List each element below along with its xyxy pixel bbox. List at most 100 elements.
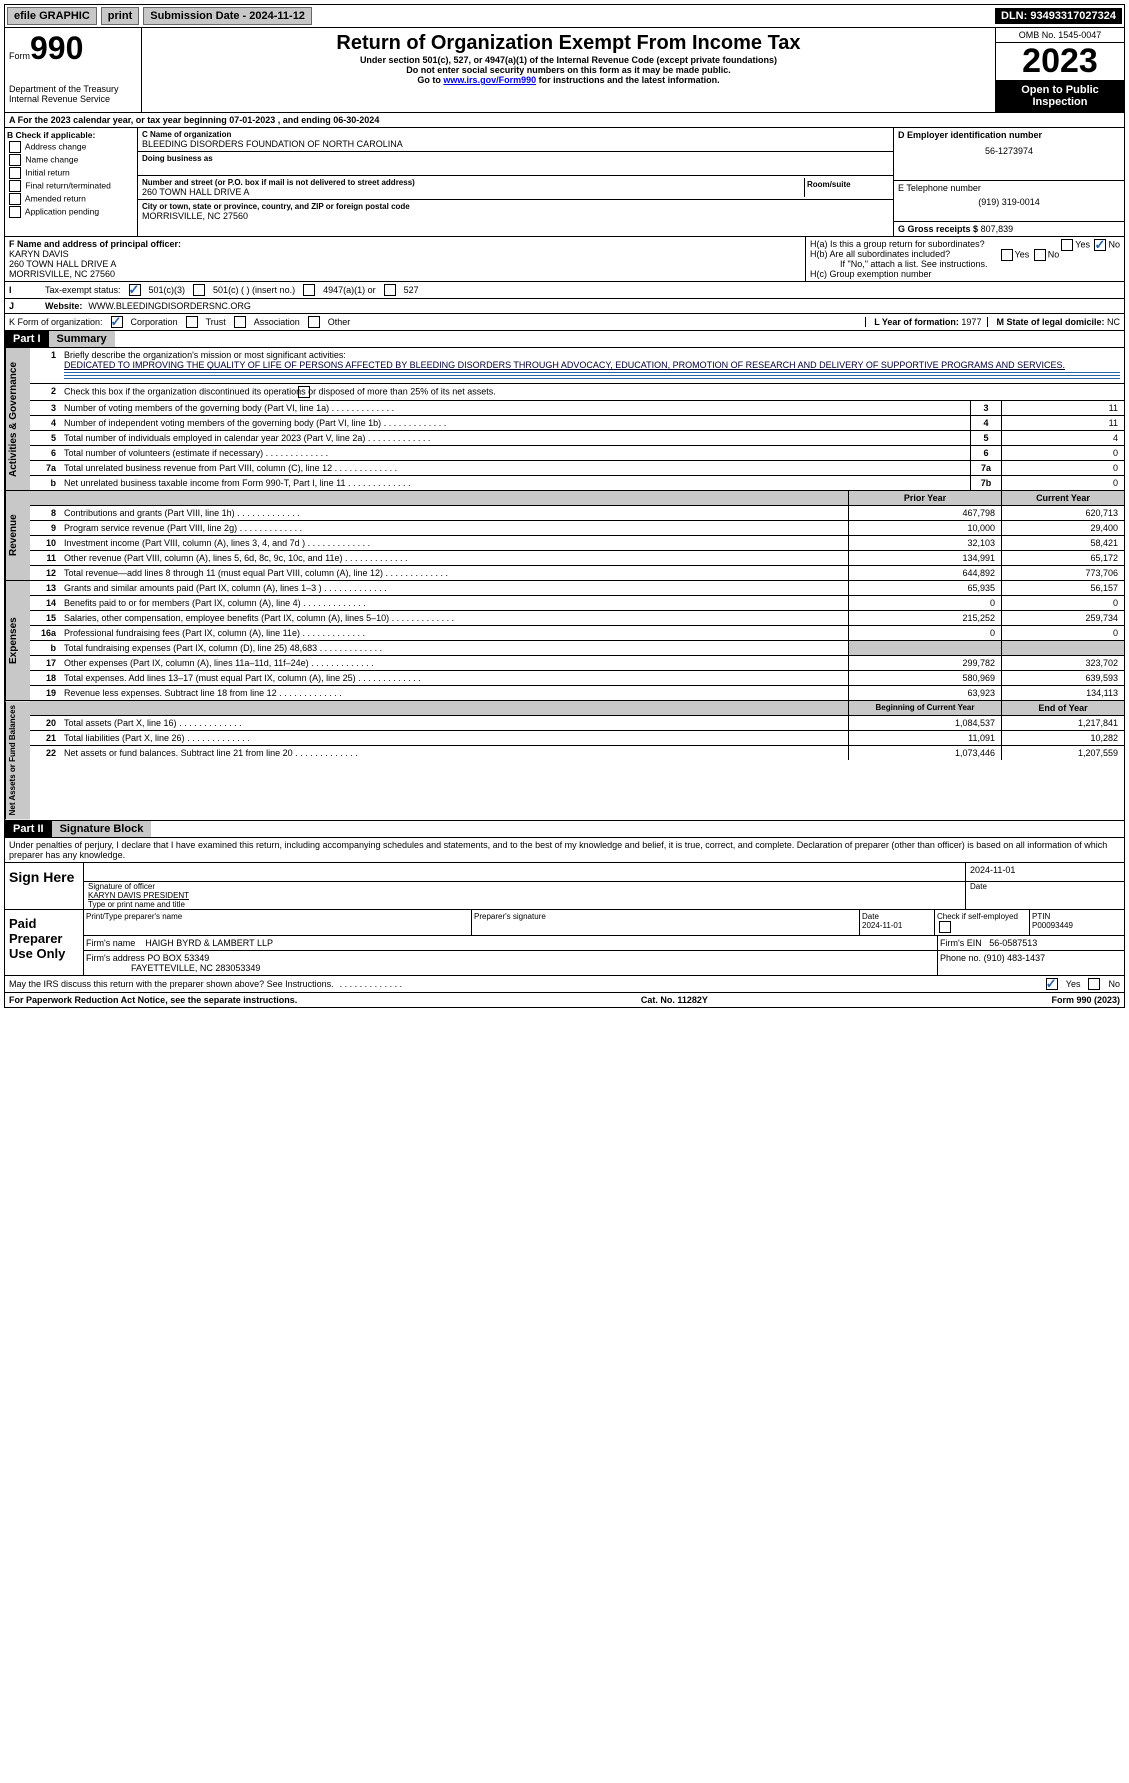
chk-self-employed[interactable] xyxy=(939,921,951,933)
prep-date-val: 2024-11-01 xyxy=(862,921,902,930)
firm-ein-label: Firm's EIN xyxy=(940,938,982,948)
line-17-current: 323,702 xyxy=(1001,656,1124,670)
chk-name-change[interactable]: Name change xyxy=(7,154,135,166)
chk-trust[interactable] xyxy=(186,316,198,328)
footer-mid: Cat. No. 11282Y xyxy=(641,995,708,1005)
chk-assoc[interactable] xyxy=(234,316,246,328)
line-3-value: 11 xyxy=(1001,401,1124,415)
discuss-no[interactable] xyxy=(1088,978,1100,990)
form-header: Form990 Department of the Treasury Inter… xyxy=(4,28,1125,113)
irs-label: Internal Revenue Service xyxy=(9,94,137,104)
sig-date-label: Date xyxy=(965,882,1124,909)
line-13-text: Grants and similar amounts paid (Part IX… xyxy=(60,581,848,595)
firm-name-label: Firm's name xyxy=(86,938,135,948)
chk-final-return[interactable]: Final return/terminated xyxy=(7,180,135,192)
chk-501c[interactable] xyxy=(193,284,205,296)
firm-addr-label: Firm's address xyxy=(86,953,145,963)
firm-ein-val: 56-0587513 xyxy=(989,938,1037,948)
city-label: City or town, state or province, country… xyxy=(142,202,889,211)
officer-name: KARYN DAVIS xyxy=(9,249,69,259)
line-16a-prior: 0 xyxy=(848,626,1001,640)
chk-address-change[interactable]: Address change xyxy=(7,141,135,153)
line-21-prior: 11,091 xyxy=(848,731,1001,745)
officer-name-label: Type or print name and title xyxy=(88,900,185,909)
open-inspection: Open to Public Inspection xyxy=(996,80,1124,112)
efile-graphic-button[interactable]: efile GRAPHIC xyxy=(7,7,97,25)
chk-initial-return[interactable]: Initial return xyxy=(7,167,135,179)
beg-year-hdr: Beginning of Current Year xyxy=(848,701,1001,715)
hb-no[interactable]: No xyxy=(1048,250,1060,260)
hb-note: If "No," attach a list. See instructions… xyxy=(810,259,1120,269)
prep-self-hdr: Check if self-employed xyxy=(937,912,1018,921)
line-7a-text: Total unrelated business revenue from Pa… xyxy=(60,461,970,475)
line-b-current xyxy=(1001,641,1124,655)
side-netassets: Net Assets or Fund Balances xyxy=(5,701,30,819)
line-16a-text: Professional fundraising fees (Part IX, … xyxy=(60,626,848,640)
topbar: efile GRAPHIC print Submission Date - 20… xyxy=(4,4,1125,28)
line-13-current: 56,157 xyxy=(1001,581,1124,595)
chk-4947[interactable] xyxy=(303,284,315,296)
side-revenue: Revenue xyxy=(5,491,30,580)
line-10-prior: 32,103 xyxy=(848,536,1001,550)
c-name-label: C Name of organization xyxy=(142,130,889,139)
row-a-taxyear: A For the 2023 calendar year, or tax yea… xyxy=(4,113,1125,128)
irs-link[interactable]: www.irs.gov/Form990 xyxy=(443,75,536,85)
line-15-prior: 215,252 xyxy=(848,611,1001,625)
line-8-text: Contributions and grants (Part VIII, lin… xyxy=(60,506,848,520)
line-22-text: Net assets or fund balances. Subtract li… xyxy=(60,746,848,760)
line-17-prior: 299,782 xyxy=(848,656,1001,670)
prep-sig-hdr: Preparer's signature xyxy=(472,910,860,935)
goto-pre: Go to xyxy=(417,75,443,85)
ein-value: 56-1273974 xyxy=(898,146,1120,156)
perjury-text: Under penalties of perjury, I declare th… xyxy=(5,838,1124,863)
form-subtitle-2: Do not enter social security numbers on … xyxy=(150,65,987,75)
form-title: Return of Organization Exempt From Incom… xyxy=(150,32,987,55)
line-19-text: Revenue less expenses. Subtract line 18 … xyxy=(60,686,848,700)
part2-title: Signature Block xyxy=(52,821,152,837)
mission-text: DEDICATED TO IMPROVING THE QUALITY OF LI… xyxy=(64,360,1065,370)
page-footer: For Paperwork Reduction Act Notice, see … xyxy=(4,993,1125,1008)
line-18-text: Total expenses. Add lines 13–17 (must eq… xyxy=(60,671,848,685)
chk-corp[interactable] xyxy=(111,316,123,328)
chk-527[interactable] xyxy=(384,284,396,296)
d-ein-label: D Employer identification number xyxy=(898,130,1042,140)
line-18-prior: 580,969 xyxy=(848,671,1001,685)
ha-yes[interactable]: Yes xyxy=(1075,240,1090,250)
prep-name-hdr: Print/Type preparer's name xyxy=(84,910,472,935)
line-10-current: 58,421 xyxy=(1001,536,1124,550)
i-label: Tax-exempt status: xyxy=(45,285,121,295)
line-9-prior: 10,000 xyxy=(848,521,1001,535)
ha-no[interactable]: No xyxy=(1108,240,1120,250)
line-8-prior: 467,798 xyxy=(848,506,1001,520)
firm-name-val: HAIGH BYRD & LAMBERT LLP xyxy=(145,938,273,948)
part2-header: Part II xyxy=(5,821,52,837)
hb-yes[interactable]: Yes xyxy=(1015,250,1030,260)
prep-ptin-hdr: PTIN xyxy=(1032,912,1050,921)
submission-date-label: Submission Date - 2024-11-12 xyxy=(143,7,312,25)
k-label: K Form of organization: xyxy=(9,317,103,327)
line-20-prior: 1,084,537 xyxy=(848,716,1001,730)
gross-receipts-value: 807,839 xyxy=(981,224,1014,234)
l-label: L Year of formation: xyxy=(874,317,959,327)
side-governance: Activities & Governance xyxy=(5,348,30,490)
discuss-yes[interactable] xyxy=(1046,978,1058,990)
street-address: 260 TOWN HALL DRIVE A xyxy=(142,187,804,197)
chk-501c3[interactable] xyxy=(129,284,141,296)
chk-amended-return[interactable]: Amended return xyxy=(7,193,135,205)
goto-post: for instructions and the latest informat… xyxy=(536,75,720,85)
line-b-text: Total fundraising expenses (Part IX, col… xyxy=(60,641,848,655)
form-number: 990 xyxy=(30,30,83,66)
l2-text: Check this box if the organization disco… xyxy=(64,387,496,397)
line-21-current: 10,282 xyxy=(1001,731,1124,745)
line-5-value: 4 xyxy=(1001,431,1124,445)
chk-discontinued[interactable] xyxy=(298,386,310,398)
current-year-hdr: Current Year xyxy=(1001,491,1124,505)
line-10-text: Investment income (Part VIII, column (A)… xyxy=(60,536,848,550)
chk-app-pending[interactable]: Application pending xyxy=(7,206,135,218)
line-20-text: Total assets (Part X, line 16) xyxy=(60,716,848,730)
print-button[interactable]: print xyxy=(101,7,139,25)
tax-year: 2023 xyxy=(996,43,1124,80)
f-officer-label: F Name and address of principal officer: xyxy=(9,239,181,249)
chk-other[interactable] xyxy=(308,316,320,328)
firm-phone-label: Phone no. xyxy=(940,953,981,963)
